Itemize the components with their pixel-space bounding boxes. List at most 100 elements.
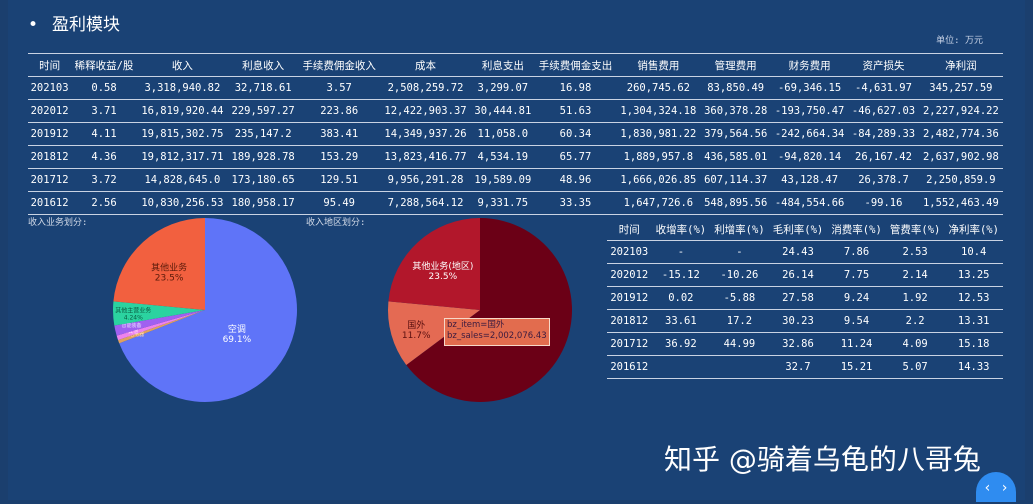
profit-table-cell: 4,534.19 (471, 145, 535, 169)
business-pie-slice[interactable] (113, 301, 205, 326)
business-pie-slice-name: 其他业务 (151, 262, 187, 274)
profit-table-cell: 14,828,645.0 (136, 168, 228, 192)
profit-table-cell: 3.72 (71, 168, 137, 192)
ratio-table-header-cell: 收增率(%) (651, 218, 711, 241)
profit-table-cell: 9,956,291.28 (380, 168, 471, 192)
ratio-table-header-cell: 管费率(%) (885, 218, 945, 241)
profit-table-cell: 229,597.27 (227, 99, 299, 123)
business-pie-slice[interactable] (114, 310, 205, 336)
profit-table: 时间 稀释收益/股 收入 利息收入 手续费佣金收入 成本 利息支出 手续费佣金支出 销售费用 管理… (28, 53, 1003, 215)
region-pie-label: 收入地区划分: (306, 218, 366, 228)
ratio-table-cell: 4.09 (885, 332, 945, 356)
profit-table-cell: 1,552,463.49 (918, 191, 1003, 215)
ratio-table-cell: -5.88 (710, 286, 769, 310)
ratio-table-cell: 44.99 (710, 332, 769, 356)
profit-table-cell: 26,378.7 (848, 168, 919, 192)
profit-table-cell: 1,830,981.22 (616, 122, 701, 146)
ratio-table-cell: 32.86 (768, 332, 828, 356)
chevron-left-right-icon[interactable]: ‹ › (976, 472, 1016, 502)
profit-table-cell: 1,889,957.8 (616, 145, 701, 169)
business-pie-slice-percent: 69.1% (223, 335, 252, 345)
profit-table-cell: 30,444.81 (471, 99, 535, 123)
profit-table-cell: 14,349,937.26 (380, 122, 471, 146)
profit-table-cell: 201812 (28, 145, 72, 169)
ratio-table: 时间 收增率(%) 利增率(%) 毛利率(%) 消费率(%) 管费率(%) 净利率(%) 2… (607, 218, 1003, 379)
ratio-table-cell: 5.07 (885, 355, 945, 379)
bullet-icon: • (28, 15, 39, 35)
profit-table-cell: 51.63 (534, 99, 617, 123)
ratio-table-header-cell: 消费率(%) (827, 218, 886, 241)
ratio-table-cell: 1.92 (885, 286, 945, 310)
ratio-table-cell: 2.53 (885, 240, 945, 264)
region-pie-slice-percent: 11.7% (402, 331, 431, 341)
profit-table-cell: 202012 (28, 99, 72, 123)
profit-table-cell: 7,288,564.12 (380, 191, 471, 215)
ratio-table-cell: 201712 (607, 332, 652, 356)
profit-table-row: 201812 4.36 19,812,317.71 189,928.78 153.29 1… (28, 145, 1003, 169)
ratio-table-cell: 0.02 (651, 286, 711, 310)
profit-table-cell: 33.35 (534, 191, 617, 215)
region-pie-slice[interactable] (388, 301, 480, 366)
profit-table-header-cell: 销售费用 (616, 53, 701, 77)
region-pie-slice[interactable] (406, 218, 572, 402)
ratio-table-cell: -15.12 (651, 263, 711, 287)
ratio-table-cell: 17.2 (710, 309, 769, 333)
profit-table-cell: -193,750.47 (770, 99, 849, 123)
profit-table-header-cell: 财务费用 (770, 53, 849, 77)
profit-table-cell: -84,289.33 (848, 122, 919, 146)
profit-table-cell: 0.58 (71, 76, 137, 100)
profit-table-cell: 3,299.07 (471, 76, 535, 100)
profit-table-cell: 1,647,726.6 (616, 191, 701, 215)
profit-table-cell: 60.34 (534, 122, 617, 146)
ratio-table-cell: 202012 (607, 263, 652, 287)
profit-table-row: 202012 3.71 16,819,920.44 229,597.27 223.86 1… (28, 99, 1003, 123)
business-pie-slice[interactable] (119, 218, 298, 402)
business-pie-slice[interactable] (118, 310, 205, 344)
profit-table-cell: 607,114.37 (700, 168, 771, 192)
profit-table-header-cell: 收入 (136, 53, 228, 77)
profit-table-cell: 173,180.65 (227, 168, 299, 192)
profit-table-header-cell: 利息支出 (471, 53, 535, 77)
profit-table-cell: 383.41 (298, 122, 380, 146)
profit-table-header-cell: 手续费佣金支出 (534, 53, 617, 77)
profit-table-cell: 129.51 (298, 168, 380, 192)
ratio-table-cell: - (710, 240, 769, 264)
ratio-table-cell: 13.31 (944, 309, 1003, 333)
profit-table-cell: 16.98 (534, 76, 617, 100)
business-pie-slice-percent: 4.24% (124, 315, 143, 322)
profit-table-cell: 436,585.01 (700, 145, 771, 169)
profit-table-header: 时间 稀释收益/股 收入 利息收入 手续费佣金收入 成本 利息支出 手续费佣金支出 销售费用 管理… (28, 53, 1003, 77)
profit-table-cell: 548,895.56 (700, 191, 771, 215)
profit-table-cell: 32,718.61 (227, 76, 299, 100)
title-text: 盈利模块 (52, 15, 121, 35)
tooltip-item: bz_item=国外 (447, 320, 505, 330)
ratio-table-cell: 7.75 (827, 263, 886, 287)
ratio-table-row: 202012 -15.12 -10.26 26.14 7.75 2.14 13.25 (607, 263, 1003, 287)
profit-table-cell: 16,819,920.44 (136, 99, 228, 123)
ratio-table-cell: 202103 (607, 240, 652, 264)
ratio-table-cell: 13.25 (944, 263, 1003, 287)
ratio-table-cell: 9.24 (827, 286, 886, 310)
profit-table-cell: -242,664.34 (770, 122, 849, 146)
ratio-table-header: 时间 收增率(%) 利增率(%) 毛利率(%) 消费率(%) 管费率(%) 净利率(%) (607, 218, 1003, 241)
ratio-table-header-cell: 毛利率(%) (768, 218, 828, 241)
region-pie-slice-name: 国外 (407, 319, 425, 331)
region-pie-slice[interactable] (388, 218, 480, 310)
ratio-table-row: 201912 0.02 -5.88 27.58 9.24 1.92 12.53 (607, 286, 1003, 310)
profit-table-cell: 2,227,924.22 (918, 99, 1003, 123)
profit-table-cell: 260,745.62 (616, 76, 701, 100)
ratio-table-cell: 9.54 (827, 309, 886, 333)
profit-table-cell: 201712 (28, 168, 72, 192)
profit-table-cell: 201912 (28, 122, 72, 146)
business-pie-label: 收入业务划分: (28, 218, 88, 228)
business-pie-slice[interactable] (116, 310, 205, 341)
profit-table-header-cell: 稀释收益/股 (71, 53, 137, 77)
ratio-table-cell: 30.23 (768, 309, 828, 333)
ratio-table-cell: 201612 (607, 355, 652, 379)
business-pie-slice[interactable] (113, 218, 205, 310)
ratio-table-cell: 2.14 (885, 263, 945, 287)
profit-table-cell: 1,666,026.85 (616, 168, 701, 192)
profit-table-cell: 19,589.09 (471, 168, 535, 192)
ratio-table-cell: 10.4 (944, 240, 1003, 264)
ratio-table-header-cell: 净利率(%) (944, 218, 1003, 241)
